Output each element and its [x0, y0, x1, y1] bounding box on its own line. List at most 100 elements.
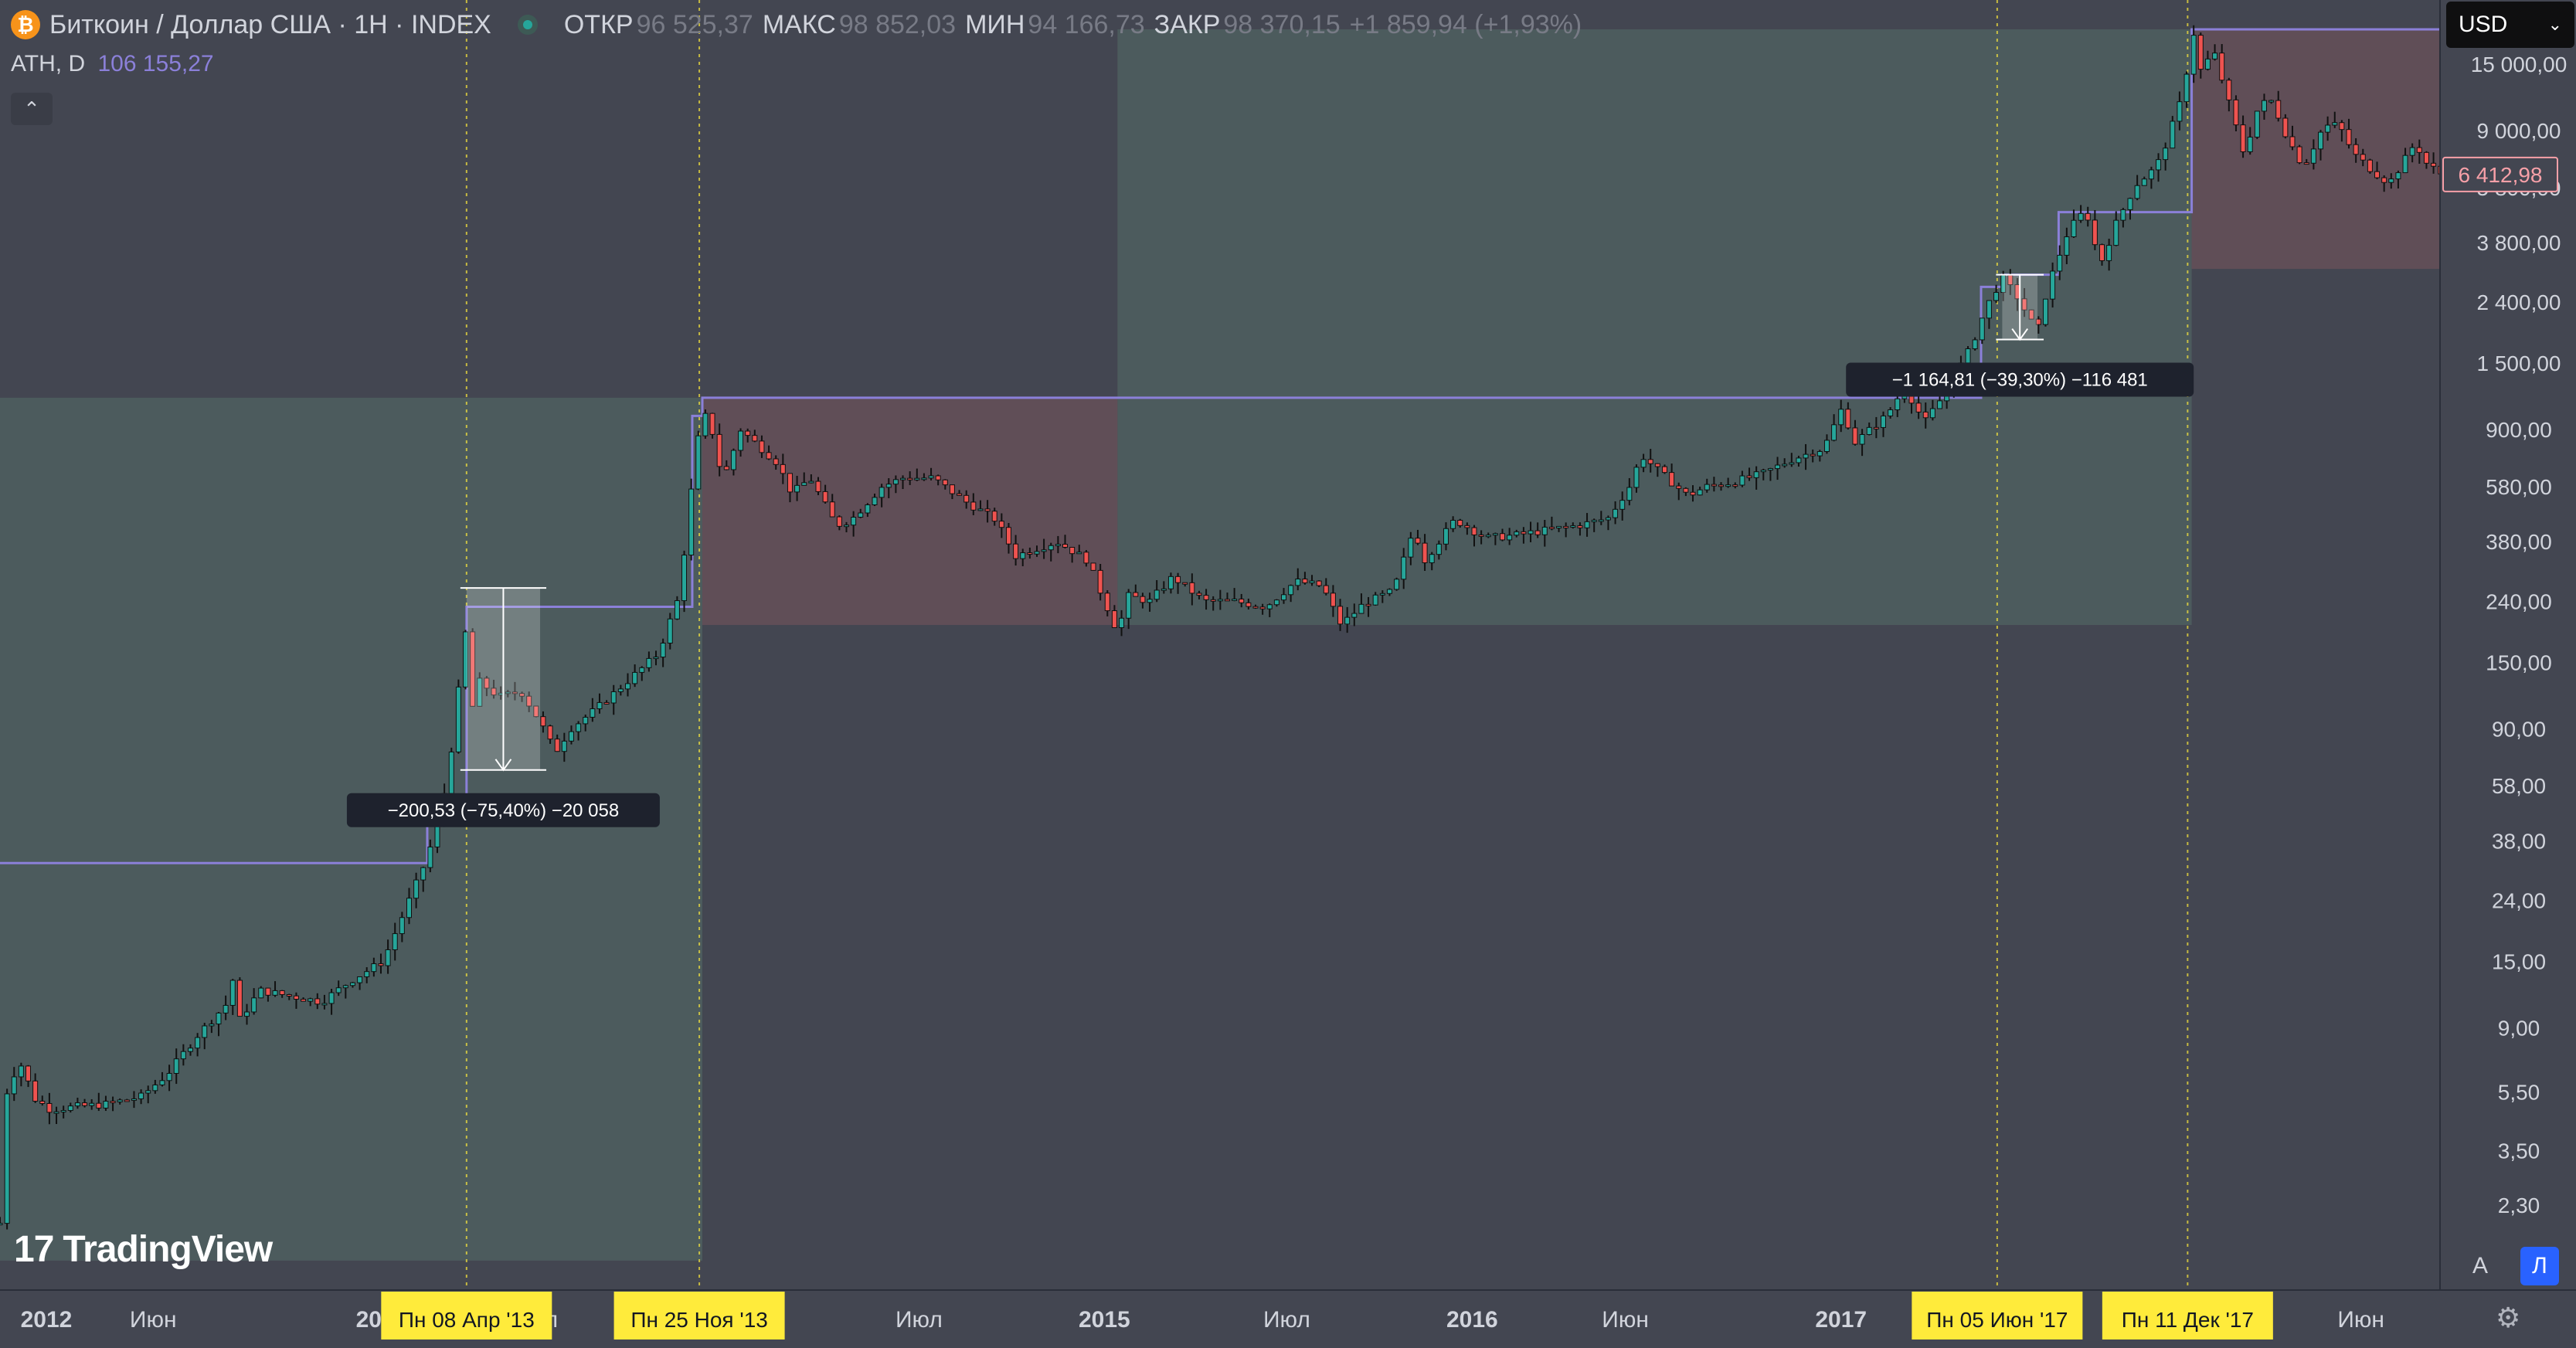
highlight-date-label: Пн 05 Июн '17 [1926, 1308, 2068, 1332]
collapse-legend-button[interactable]: ⌃ [11, 93, 53, 125]
candle-body [131, 1098, 137, 1101]
candle-body [378, 963, 384, 966]
candle-body [1965, 348, 1971, 364]
candle-body [2071, 219, 2077, 238]
candle-body [2289, 136, 2296, 148]
candle-body [1224, 599, 1230, 602]
candle-body [477, 677, 483, 707]
candle-body [1831, 424, 1837, 441]
candle-body [1500, 533, 1506, 541]
candle-body [1182, 582, 1188, 585]
candle-body [308, 998, 314, 1002]
candle-body [1295, 579, 1301, 586]
candle-body [342, 985, 348, 989]
chevron-up-icon: ⌃ [23, 97, 40, 121]
high-label: МАКС [762, 9, 836, 39]
candle-body [1309, 580, 1315, 584]
candle-body [1450, 519, 1456, 529]
y-tick-label: 58,00 [2492, 774, 2546, 798]
y-tick-label: 38,00 [2492, 829, 2546, 853]
candle-body [568, 731, 574, 742]
candle-body [0, 1223, 3, 1226]
candle-body [1845, 409, 1851, 429]
candle-body [1541, 526, 1548, 535]
candle-body [2035, 318, 2041, 325]
candle-body [1104, 593, 1110, 612]
candle-body [780, 463, 786, 474]
candle-body [928, 475, 934, 479]
candle-body [1937, 400, 1943, 409]
candle-body [2057, 254, 2063, 272]
measure-label-bg [346, 793, 660, 827]
candle-body [1591, 519, 1597, 522]
candle-body [533, 705, 539, 718]
candle-body [738, 430, 744, 451]
candle-body [907, 477, 913, 480]
candle-body [1577, 525, 1583, 528]
candle-body [991, 511, 997, 522]
candle-body [25, 1065, 32, 1081]
x-tick-label: Июн [130, 1307, 177, 1333]
candle-body [1090, 562, 1096, 571]
candle-body [1570, 525, 1576, 528]
zone-bull [1117, 29, 2192, 626]
chevron-down-icon: ⌄ [2547, 15, 2562, 34]
candle-body [590, 708, 596, 718]
candle-body [745, 430, 751, 436]
candle-body [1873, 426, 1879, 430]
candle-body [1083, 552, 1089, 564]
candle-body [1259, 606, 1266, 609]
candle-body [2148, 169, 2154, 180]
candle-body [801, 482, 807, 486]
candle-body [878, 487, 885, 498]
settings-gear-icon[interactable]: ⚙ [2496, 1302, 2521, 1333]
candle-body [511, 691, 518, 694]
candle-body [815, 480, 821, 492]
tradingview-logo[interactable]: 17 TradingView [14, 1228, 273, 1271]
candle-body [730, 450, 736, 470]
candle-body [1753, 471, 1759, 478]
candle-body [2360, 154, 2366, 161]
current-price-label: 6 412,98 [2459, 163, 2543, 187]
candle-body [1471, 527, 1477, 535]
candle-body [1521, 531, 1527, 535]
candle-body [103, 1101, 109, 1109]
candle-body [1394, 579, 1400, 590]
candle-body [1485, 535, 1491, 538]
candle-body [723, 466, 729, 470]
currency-select[interactable]: USD ⌄ [2446, 2, 2574, 48]
log-scale-button[interactable]: Л [2520, 1247, 2559, 1285]
indicator-label: ATH, D [11, 51, 86, 76]
indicator-legend[interactable]: ATH, D 106 155,27 [11, 51, 214, 77]
candle-body [603, 701, 610, 705]
measure-label: −200,53 (−75,40%) −20 058 [388, 800, 620, 821]
candle-body [1803, 453, 1809, 459]
market-status-icon[interactable] [517, 15, 538, 35]
highlight-date-tag [2102, 1292, 2273, 1340]
candle-body [2099, 244, 2105, 261]
candle-body [1548, 526, 1555, 529]
candle-body [1203, 595, 1209, 600]
measure-label-bg [1846, 362, 2194, 397]
candle-body [371, 963, 377, 973]
candle-body [2310, 148, 2316, 164]
candle-body [624, 683, 630, 690]
candle-body [60, 1110, 66, 1113]
candle-body [653, 657, 659, 660]
candle-body [321, 1003, 328, 1006]
candle-body [1401, 556, 1407, 580]
symbol-title[interactable]: Биткоин / Доллар США · 1Н · INDEX [49, 9, 491, 39]
candle-body [688, 488, 695, 556]
candle-body [2219, 53, 2225, 81]
candle-body [463, 631, 469, 688]
candle-body [1436, 543, 1442, 555]
tradingview-logo-text: TradingView [63, 1229, 273, 1270]
candle-body [1676, 485, 1682, 489]
candle-body [1823, 440, 1830, 452]
candle-body [349, 982, 355, 986]
candle-body [1048, 545, 1054, 551]
candle-body [2367, 159, 2373, 172]
auto-scale-button[interactable]: A [2472, 1253, 2489, 1278]
